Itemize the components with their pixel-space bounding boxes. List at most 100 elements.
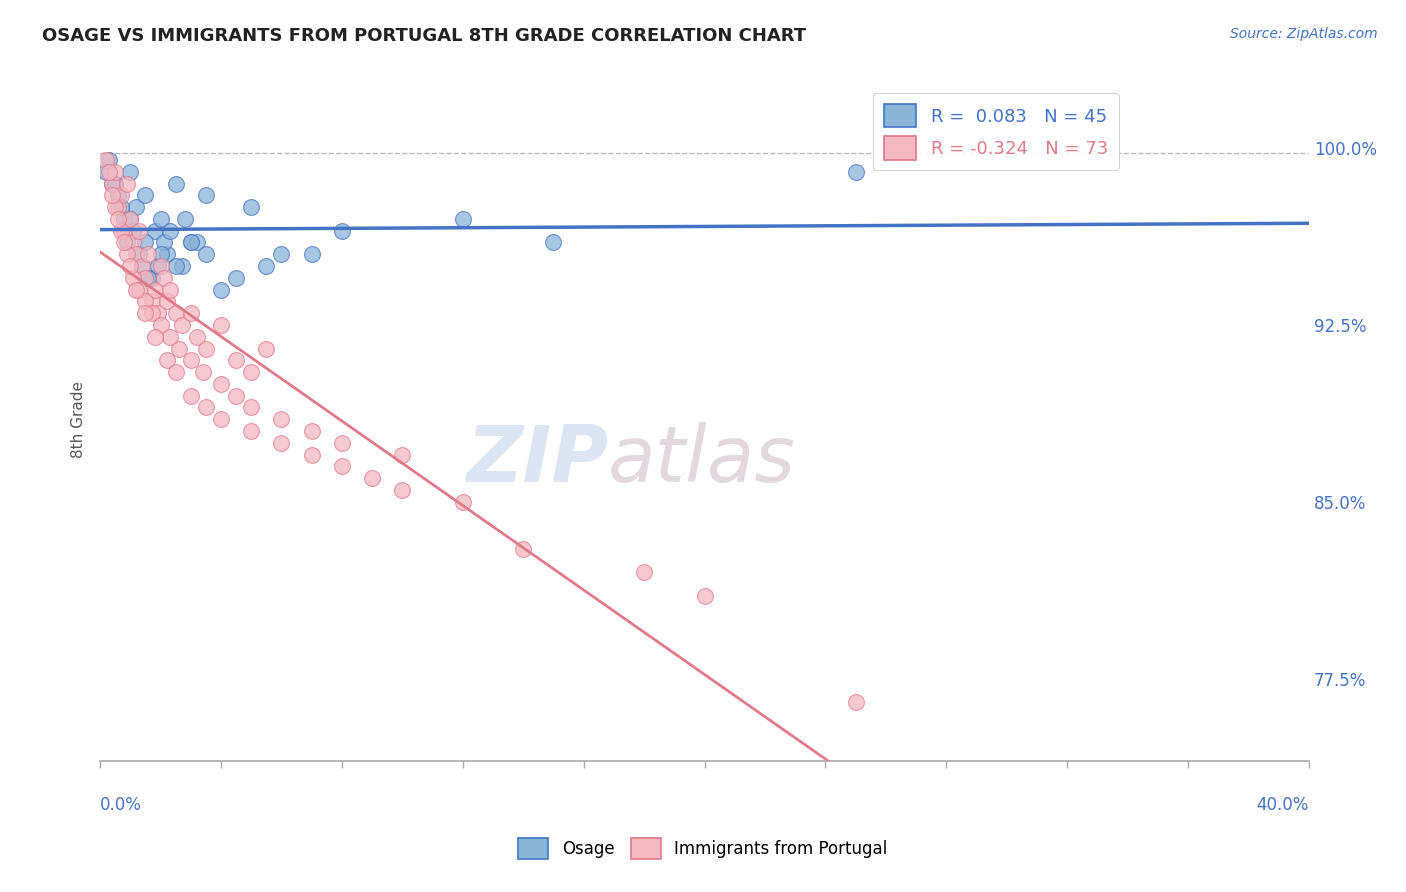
Point [159, 283, 181, 297]
Legend: R =  0.083   N = 45, R = -0.324   N = 73: R = 0.083 N = 45, R = -0.324 N = 73 [873, 94, 1119, 170]
Point [134, 294, 156, 309]
Text: 0.0%: 0.0% [100, 797, 142, 814]
Point [134, 270, 156, 285]
Point [98, 153, 121, 167]
Point [146, 306, 169, 320]
Point [159, 330, 181, 344]
Point [101, 177, 124, 191]
Point [149, 259, 172, 273]
Point [141, 306, 163, 320]
Point [225, 270, 247, 285]
Point [112, 235, 135, 250]
Point [845, 165, 868, 179]
Point [301, 247, 323, 261]
Text: Source: ZipAtlas.com: Source: ZipAtlas.com [1230, 27, 1378, 41]
Point [98, 165, 121, 179]
Point [512, 541, 534, 556]
Point [104, 200, 127, 214]
Point [152, 235, 174, 250]
Point [194, 247, 217, 261]
Point [112, 224, 135, 238]
Point [104, 177, 127, 191]
Point [301, 424, 323, 438]
Point [107, 200, 129, 214]
Point [165, 365, 187, 379]
Point [270, 435, 292, 450]
Point [391, 483, 413, 497]
Point [240, 424, 263, 438]
Point [391, 448, 413, 462]
Point [270, 247, 292, 261]
Point [543, 235, 565, 250]
Point [159, 224, 181, 238]
Point [451, 211, 474, 226]
Point [240, 365, 263, 379]
Point [180, 389, 202, 403]
Point [180, 235, 202, 250]
Point [128, 247, 150, 261]
Point [120, 259, 142, 273]
Point [117, 177, 139, 191]
Point [107, 211, 129, 226]
Point [186, 330, 208, 344]
Point [112, 211, 135, 226]
Point [149, 211, 172, 226]
Point [138, 247, 160, 261]
Point [180, 235, 202, 250]
Point [180, 353, 202, 368]
Point [110, 224, 132, 238]
Point [225, 353, 247, 368]
Point [104, 165, 127, 179]
Y-axis label: 8th Grade: 8th Grade [72, 381, 86, 458]
Point [128, 224, 150, 238]
Point [633, 566, 655, 580]
Point [254, 342, 277, 356]
Point [131, 259, 153, 273]
Point [165, 177, 187, 191]
Point [96, 165, 118, 179]
Point [125, 247, 148, 261]
Point [143, 224, 166, 238]
Point [131, 259, 153, 273]
Point [330, 459, 353, 474]
Point [128, 283, 150, 297]
Point [693, 589, 716, 603]
Point [209, 412, 232, 426]
Point [240, 200, 263, 214]
Point [270, 412, 292, 426]
Point [186, 235, 208, 250]
Point [141, 270, 163, 285]
Point [96, 153, 118, 167]
Point [149, 318, 172, 332]
Text: OSAGE VS IMMIGRANTS FROM PORTUGAL 8TH GRADE CORRELATION CHART: OSAGE VS IMMIGRANTS FROM PORTUGAL 8TH GR… [42, 27, 806, 45]
Point [209, 283, 232, 297]
Point [254, 259, 277, 273]
Point [125, 200, 148, 214]
Point [134, 306, 156, 320]
Point [134, 188, 156, 202]
Point [120, 211, 142, 226]
Point [173, 211, 195, 226]
Point [361, 471, 384, 485]
Point [330, 224, 353, 238]
Point [122, 224, 145, 238]
Point [330, 435, 353, 450]
Point [120, 165, 142, 179]
Point [120, 211, 142, 226]
Point [122, 270, 145, 285]
Text: ZIP: ZIP [465, 422, 607, 499]
Point [146, 259, 169, 273]
Point [180, 306, 202, 320]
Point [117, 235, 139, 250]
Point [101, 177, 124, 191]
Point [167, 342, 190, 356]
Point [170, 318, 193, 332]
Point [110, 188, 132, 202]
Point [301, 448, 323, 462]
Point [152, 270, 174, 285]
Point [156, 294, 179, 309]
Point [143, 330, 166, 344]
Point [117, 247, 139, 261]
Point [143, 283, 166, 297]
Point [101, 188, 124, 202]
